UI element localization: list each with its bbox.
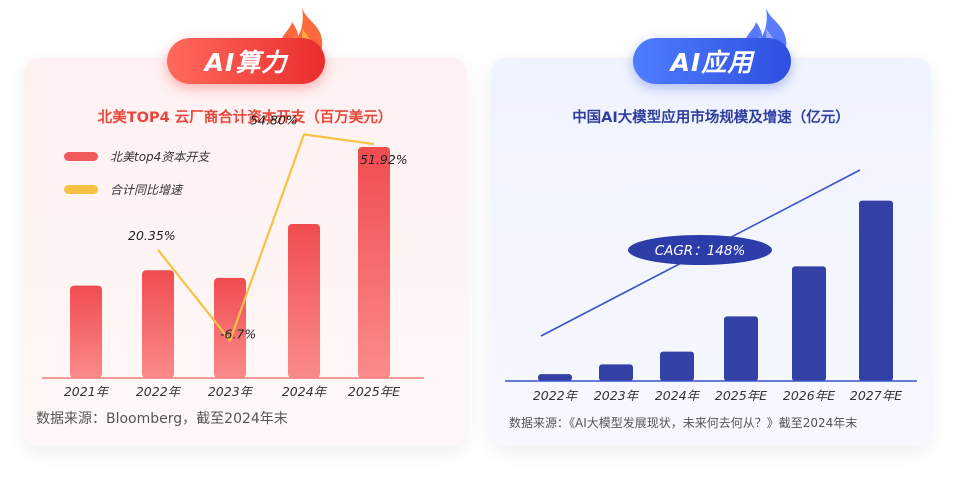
capex-bar bbox=[142, 270, 174, 378]
capex-bar bbox=[288, 224, 320, 378]
market-bar bbox=[599, 364, 633, 381]
legend-label-growth: 合计同比增速 bbox=[110, 183, 184, 197]
ai-app-source: 数据来源：《AI大模型发展现状，未来何去何从？》截至2024年末 bbox=[509, 416, 858, 430]
growth-data-label: 51.92% bbox=[360, 152, 408, 167]
capex-chart-title: 北美TOP4 云厂商合计资本开支（百万美元） bbox=[97, 110, 393, 126]
x-tick-label: 2025年E bbox=[715, 388, 767, 403]
x-tick-label: 2023年 bbox=[594, 388, 640, 403]
capex-bar bbox=[358, 147, 390, 378]
growth-data-label: 20.35% bbox=[128, 228, 176, 243]
market-bar bbox=[660, 351, 694, 381]
ai-compute-badge: AI算力 bbox=[167, 38, 325, 84]
legend-swatch-capex bbox=[64, 152, 98, 161]
x-tick-label: 2023年 bbox=[208, 384, 254, 398]
x-tick-label: 2025年E bbox=[348, 384, 400, 398]
legend-swatch-growth bbox=[64, 185, 98, 194]
cagr-badge bbox=[628, 235, 772, 265]
x-tick-label: 2022年 bbox=[136, 384, 182, 398]
market-bar bbox=[724, 316, 758, 381]
x-tick-label: 2022年 bbox=[533, 388, 579, 403]
legend-label-capex: 北美top4资本开支 bbox=[110, 150, 211, 164]
x-tick-label: 2026年E bbox=[783, 388, 835, 403]
capex-bar bbox=[70, 285, 102, 378]
market-bar bbox=[859, 200, 893, 381]
ai-app-card: 中国AI大模型应用市场规模及增速（亿元） CAGR：148% 2022年 2023年… bbox=[491, 58, 931, 446]
capex-card: 北美TOP4 云厂商合计资本开支（百万美元） 北美top4资本开支 合计同比增速 2… bbox=[24, 58, 466, 446]
market-bar bbox=[792, 266, 826, 381]
growth-line bbox=[157, 133, 375, 342]
capex-bar bbox=[214, 277, 246, 378]
x-tick-label: 2021年 bbox=[64, 384, 110, 398]
x-tick-label: 2024年 bbox=[655, 388, 701, 403]
growth-data-label: -6.7% bbox=[220, 326, 256, 341]
growth-data-label: 54.80% bbox=[250, 112, 298, 127]
cagr-label: CAGR：148% bbox=[655, 243, 746, 259]
market-bar bbox=[538, 374, 572, 381]
x-tick-label: 2024年 bbox=[282, 384, 328, 398]
x-tick-label: 2027年E bbox=[850, 388, 902, 403]
ai-app-chart-title: 中国AI大模型应用市场规模及增速（亿元） bbox=[572, 110, 850, 126]
ai-application-badge: AI应用 bbox=[633, 38, 791, 84]
ai-app-chart: CAGR：148% 2022年 2023年 2024年 2025年E 2026年E 2027… bbox=[505, 169, 917, 403]
capex-source: 数据来源：Bloomberg，截至2024年末 bbox=[36, 411, 288, 427]
